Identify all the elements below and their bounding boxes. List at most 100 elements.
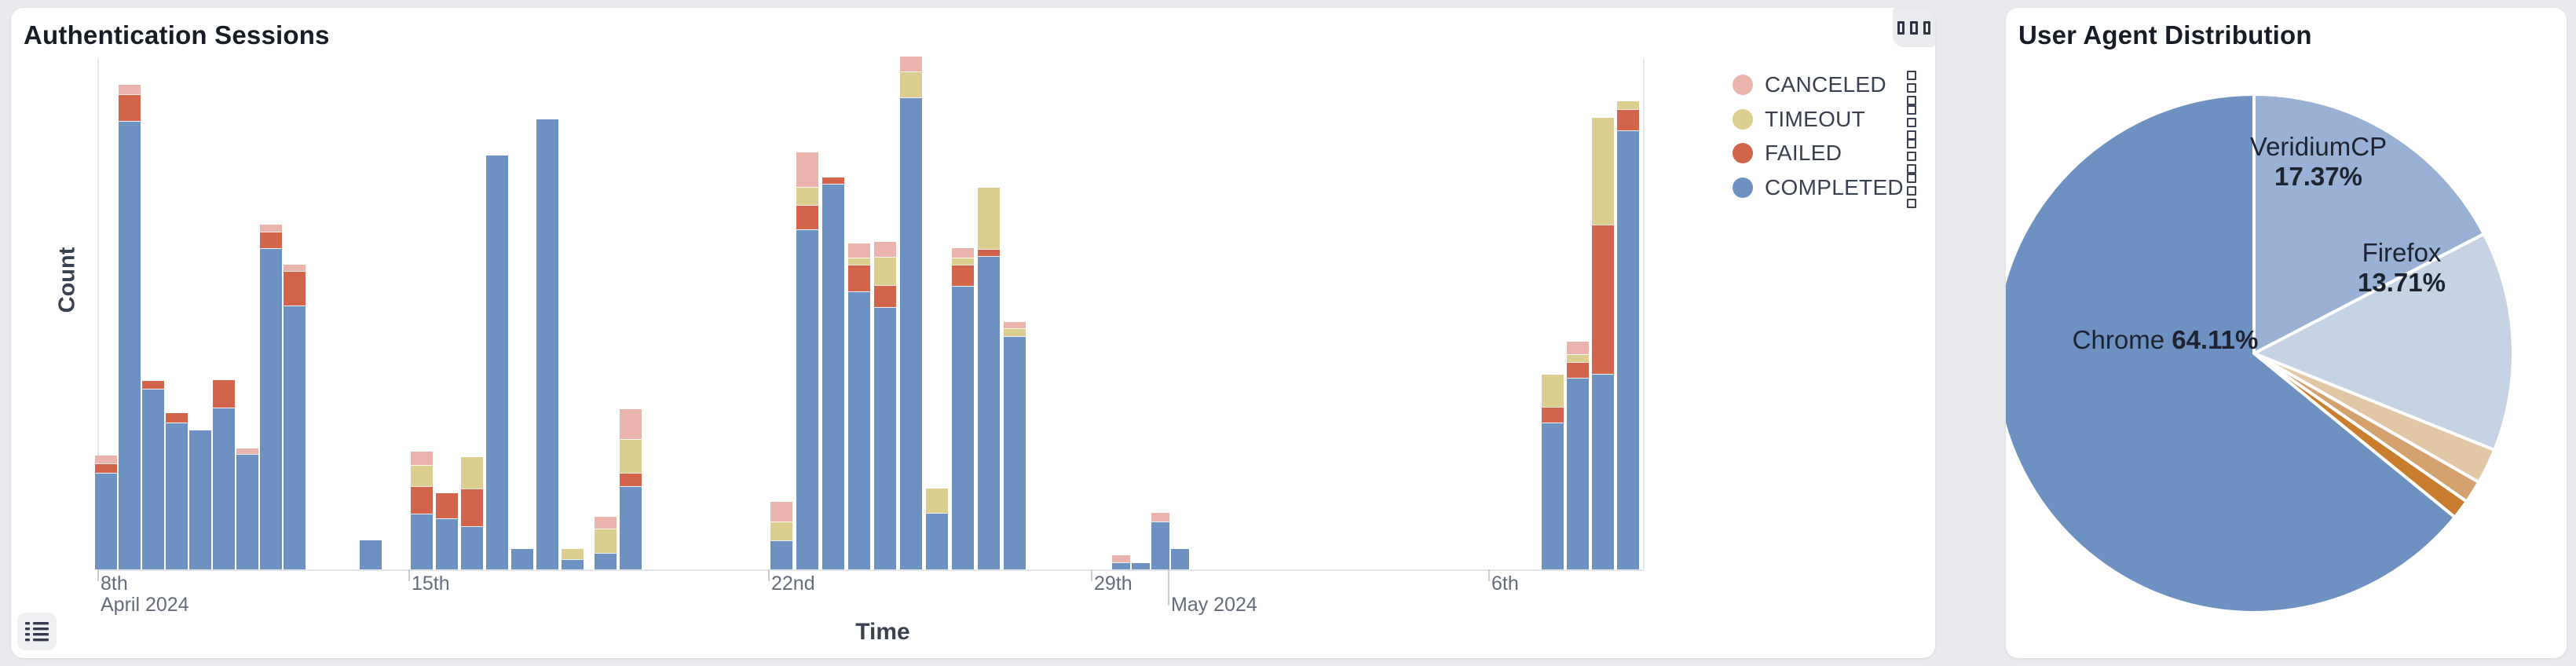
pie-slice-veridiumcp[interactable] xyxy=(2252,93,2486,355)
bar-segment-timeout xyxy=(796,187,818,206)
legend-label: CANCELED xyxy=(1765,72,1886,97)
stacked-bar[interactable] xyxy=(1112,554,1130,569)
stacked-bar[interactable] xyxy=(486,156,508,569)
user-agent-pie-chart xyxy=(2006,93,2515,614)
stacked-bar[interactable] xyxy=(1132,563,1150,569)
y-axis-title: Count xyxy=(54,247,80,313)
bar-segment-failed xyxy=(260,232,282,249)
bar-segment-completed xyxy=(486,156,508,569)
bar-segment-canceled xyxy=(952,247,974,258)
bar-segment-completed xyxy=(952,286,974,569)
bar-segment-failed xyxy=(284,270,306,306)
bar-segment-failed xyxy=(166,412,188,423)
stacked-bar[interactable] xyxy=(796,152,818,569)
bar-segment-completed xyxy=(1567,377,1589,569)
legend-label: FAILED xyxy=(1765,141,1842,165)
drag-handle-icon[interactable] xyxy=(1907,139,1916,174)
stacked-bar[interactable] xyxy=(1004,321,1026,569)
stacked-bar[interactable] xyxy=(874,242,896,569)
x-tick-mark xyxy=(1488,569,1490,581)
bar-segment-canceled xyxy=(236,448,258,455)
bar-segment-completed xyxy=(770,540,792,569)
bar-segment-failed xyxy=(822,177,844,185)
data-view-button[interactable] xyxy=(17,613,57,650)
stacked-bar[interactable] xyxy=(536,119,558,569)
stacked-bar[interactable] xyxy=(284,265,306,569)
legend-item-timeout[interactable]: TIMEOUT xyxy=(1733,104,1865,135)
stacked-bar[interactable] xyxy=(213,379,235,569)
stacked-bar[interactable] xyxy=(620,408,642,569)
stacked-bar[interactable] xyxy=(822,177,844,569)
bar-segment-canceled xyxy=(796,152,818,188)
stacked-bar[interactable] xyxy=(142,381,164,569)
card-menu-button[interactable] xyxy=(1893,8,1935,47)
bar-segment-failed xyxy=(411,486,433,514)
bar-segment-canceled xyxy=(620,408,642,440)
bar-segment-timeout xyxy=(620,439,642,474)
stacked-bar[interactable] xyxy=(900,57,922,569)
bar-segment-failed xyxy=(461,489,483,526)
legend-item-completed[interactable]: COMPLETED xyxy=(1733,172,1904,203)
bar-segment-canceled xyxy=(95,456,117,463)
stacked-bar[interactable] xyxy=(236,448,258,569)
stacked-bar[interactable] xyxy=(360,540,382,569)
stacked-bar[interactable] xyxy=(436,492,458,569)
stacked-bar[interactable] xyxy=(952,247,974,569)
x-tick-label: 29th xyxy=(1094,573,1132,595)
bar-segment-failed xyxy=(142,381,164,389)
x-tick-mark xyxy=(408,569,410,581)
stacked-bar[interactable] xyxy=(595,516,617,569)
bar-segment-completed xyxy=(511,548,533,569)
bar-segment-completed xyxy=(189,430,211,569)
legend-dot xyxy=(1733,75,1753,95)
legend-item-failed[interactable]: FAILED xyxy=(1733,137,1842,169)
stacked-bar[interactable] xyxy=(1542,374,1564,569)
stacked-bar[interactable] xyxy=(511,548,533,569)
stacked-bar[interactable] xyxy=(1617,101,1639,569)
bar-segment-canceled xyxy=(119,84,141,95)
bar-segment-failed xyxy=(874,285,896,307)
stacked-bar[interactable] xyxy=(189,430,211,569)
stacked-bar[interactable] xyxy=(562,549,584,569)
pie-slice-firefox[interactable] xyxy=(2252,232,2515,452)
bar-segment-failed xyxy=(620,473,642,486)
pie-label-chrome: Chrome 64.11% xyxy=(2024,325,2307,355)
stacked-bar[interactable] xyxy=(1592,117,1614,569)
stacked-bar[interactable] xyxy=(260,224,282,569)
stacked-bar[interactable] xyxy=(1151,512,1169,569)
stacked-bar[interactable] xyxy=(926,488,948,569)
stacked-bar[interactable] xyxy=(1567,342,1589,569)
pie-label-percent: 17.37% xyxy=(2274,162,2362,191)
legend-item-canceled[interactable]: CANCELED xyxy=(1733,69,1886,101)
drag-handle-icon[interactable] xyxy=(1907,104,1916,140)
legend-dot xyxy=(1733,143,1753,163)
bar-segment-completed xyxy=(95,472,117,569)
bar-segment-failed xyxy=(95,463,117,473)
bar-segment-canceled xyxy=(874,242,896,257)
bar-segment-completed xyxy=(142,388,164,569)
stacked-bar[interactable] xyxy=(1171,548,1189,569)
stacked-bar[interactable] xyxy=(461,456,483,569)
bar-segment-canceled xyxy=(1112,554,1130,563)
drag-handle-icon[interactable] xyxy=(1907,173,1916,208)
bar-segment-canceled xyxy=(1567,342,1589,354)
stacked-bar[interactable] xyxy=(166,412,188,569)
bar-segment-canceled xyxy=(900,57,922,71)
user-agent-card: User Agent Distribution VeridiumCP 17.37… xyxy=(2006,8,2567,658)
bar-segment-canceled xyxy=(1004,321,1026,328)
squares-menu-icon xyxy=(1897,20,1905,35)
x-tick-mark xyxy=(768,569,770,581)
drag-handle-icon[interactable] xyxy=(1907,71,1916,105)
stacked-bar[interactable] xyxy=(848,243,870,569)
stacked-bar[interactable] xyxy=(770,502,792,569)
user-agent-title: User Agent Distribution xyxy=(2018,20,2312,49)
pie-slice-chrome[interactable] xyxy=(2006,93,2457,614)
stacked-bar[interactable] xyxy=(411,451,433,569)
stacked-bar[interactable] xyxy=(95,456,117,569)
bar-segment-completed xyxy=(360,540,382,569)
bar-segment-failed xyxy=(796,205,818,229)
stacked-bar[interactable] xyxy=(119,84,141,569)
legend-label: TIMEOUT xyxy=(1765,106,1866,131)
pie-label-firefox: Firefox 13.71% xyxy=(2284,238,2519,298)
stacked-bar[interactable] xyxy=(978,188,1000,569)
